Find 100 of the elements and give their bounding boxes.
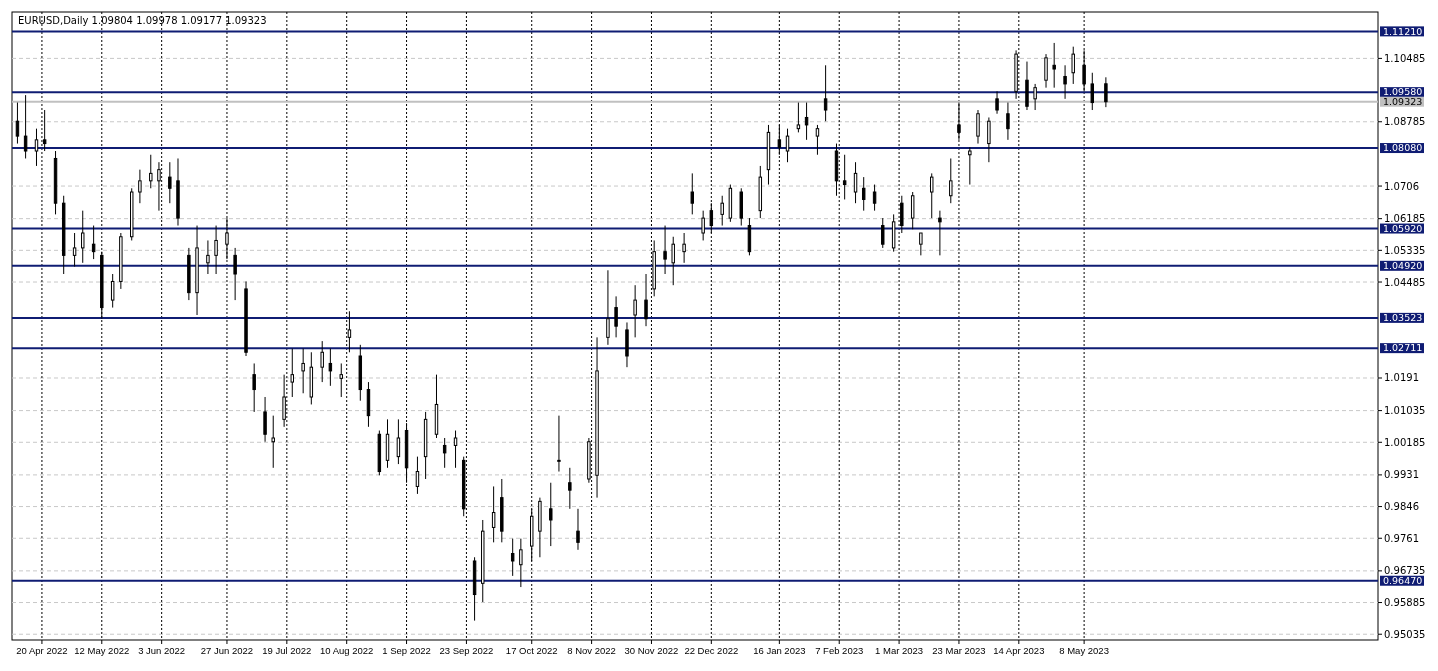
x-tick-label: 8 May 2023 [1059,645,1109,656]
candlestick [614,295,618,338]
y-tick-label: 1.06185 [1384,213,1426,225]
candlestick [396,418,401,465]
candlestick [491,485,496,543]
x-tick-label: 30 Nov 2022 [624,645,679,656]
candlestick [881,217,885,249]
candlestick [290,348,294,398]
candlestick [214,225,218,275]
candlestick [853,161,858,204]
y-tick-label: 1.04485 [1384,276,1426,288]
x-tick-label: 14 Apr 2023 [993,645,1045,656]
x-tick-label: 7 Feb 2023 [815,645,864,656]
y-tick-label: 1.00185 [1384,436,1426,448]
candlestick [930,172,934,219]
candlestick [320,340,324,383]
candlestick [138,169,142,204]
x-tick-label: 19 Jul 2022 [262,645,312,656]
candlestick [987,116,991,163]
candlestick [690,172,694,215]
y-tick-label: 0.95035 [1384,628,1426,640]
candlestick [796,102,801,133]
x-tick-label: 10 Aug 2022 [320,645,374,656]
candlestick [568,467,572,510]
ref-line-label: 1.02711 [1383,342,1423,354]
candlestick [976,109,980,145]
candlestick [785,128,790,163]
candlestick [1044,53,1048,89]
candlestick [701,210,705,241]
candlestick [442,437,447,469]
x-tick-label: 3 Jun 2022 [138,645,186,656]
candlestick [644,273,648,327]
candlestick [1071,46,1075,85]
y-tick-label: 0.9931 [1384,469,1419,481]
x-tick-label: 16 Jan 2023 [753,645,806,656]
ref-line-label: 1.11210 [1383,25,1423,37]
y-tick-label: 1.0706 [1384,180,1419,192]
x-tick-label: 22 Dec 2022 [684,645,739,656]
candlestick [168,161,172,204]
x-tick-label: 8 Nov 2022 [567,645,616,656]
candlestick [1006,102,1010,141]
x-tick-label: 27 Jun 2022 [200,645,254,656]
x-tick-label: 20 Apr 2022 [16,645,68,656]
candlestick [720,195,724,227]
candlestick [633,284,637,338]
y-tick-label: 0.96735 [1384,565,1426,577]
candlestick [872,184,877,212]
y-tick-label: 1.05335 [1384,244,1426,256]
y-tick-label: 1.08785 [1384,116,1426,128]
y-tick-label: 0.9846 [1384,501,1419,513]
ref-line-label: 0.96470 [1383,575,1423,587]
candlestick [519,538,523,588]
candlestick [910,191,915,230]
ref-line-label: 1.09580 [1383,86,1423,98]
candlestick [549,482,553,547]
candlestick [233,247,237,301]
candlestick [968,146,972,186]
chart-title: EURUSD,Daily 1.09804 1.09978 1.09177 1.09323 [18,15,267,26]
candlestick [263,396,267,443]
candlestick [842,154,847,200]
candlestick [1052,42,1056,89]
x-tick-label: 1 Mar 2023 [875,645,924,656]
y-tick-label: 0.95885 [1384,597,1426,609]
candlestick [804,102,809,141]
candlestick [149,154,153,189]
candlestick [995,90,999,115]
ref-line-label: 1.09323 [1383,96,1423,108]
y-tick-label: 1.10485 [1384,52,1426,64]
candlestick [576,508,580,551]
candlestick [91,225,96,260]
candlestick [72,232,77,268]
x-tick-label: 17 Oct 2022 [505,645,558,656]
candlestick [1090,72,1095,111]
candlestick [682,232,686,264]
candlestick [557,415,561,473]
candlestick [663,225,667,275]
x-tick-label: 23 Mar 2023 [932,645,986,656]
candlestick [1063,64,1067,100]
candlestick [606,269,610,346]
candlestick [252,362,256,413]
candlestick [938,210,942,256]
ref-line-label: 1.08080 [1383,142,1423,154]
candlestick [34,128,39,167]
candlestick [339,362,343,398]
candlestick [949,157,953,204]
candlestick [919,232,923,256]
candlestick [206,239,210,275]
candlestick [328,348,333,387]
y-tick-label: 1.01035 [1384,405,1426,417]
candlestick [23,94,28,159]
x-tick-label: 12 May 2022 [74,645,130,656]
candlestick [823,64,828,122]
candlestick [110,273,115,309]
candlestick [301,348,305,394]
ref-line-label: 1.03523 [1383,312,1423,324]
candlestick [671,236,675,286]
ref-line-label: 1.04920 [1383,260,1423,272]
candlestick [510,538,515,577]
candlestick [81,210,85,264]
candlestick [1104,76,1108,108]
